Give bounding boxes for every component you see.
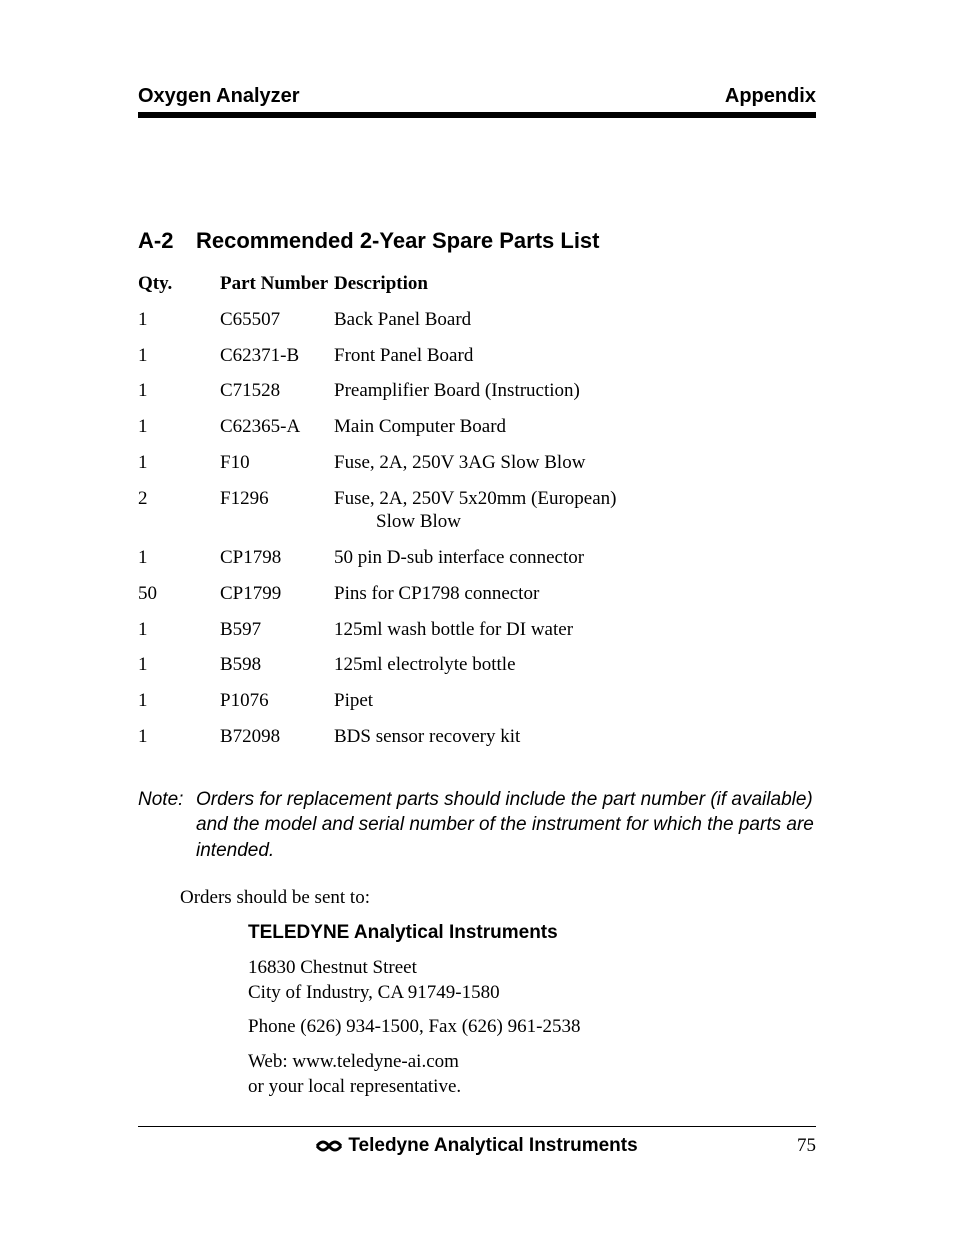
address-phonefax: Phone (626) 934-1500, Fax (626) 961-2538 xyxy=(248,1015,816,1040)
cell-pn: C62371-B xyxy=(220,344,334,368)
cell-qty: 1 xyxy=(138,618,220,642)
cell-desc: Main Computer Board xyxy=(334,415,816,439)
cell-qty: 1 xyxy=(138,546,220,570)
note-block: Note: Orders for replacement parts shoul… xyxy=(138,787,816,864)
cell-qty: 1 xyxy=(138,344,220,368)
col-header-qty: Qty. xyxy=(138,272,220,296)
table-row: 1 C62365-A Main Computer Board xyxy=(138,415,816,439)
cell-pn: F1296 xyxy=(220,487,334,535)
address-web: Web: www.teledyne-ai.com xyxy=(248,1050,816,1075)
address-lines: 16830 Chestnut Street City of Industry, … xyxy=(248,956,816,1005)
table-row: 1 B598 125ml electrolyte bottle xyxy=(138,653,816,677)
page-number: 75 xyxy=(797,1135,816,1157)
cell-qty: 1 xyxy=(138,653,220,677)
table-row: 1 C62371-B Front Panel Board xyxy=(138,344,816,368)
cell-desc: Preamplifier Board (Instruction) xyxy=(334,379,816,403)
address-citystate: City of Industry, CA 91749-1580 xyxy=(248,981,816,1006)
orders-intro: Orders should be sent to: xyxy=(138,887,816,909)
table-row: 1 B597 125ml wash bottle for DI water xyxy=(138,618,816,642)
cell-desc: Back Panel Board xyxy=(334,308,816,332)
address-rep: or your local representative. xyxy=(248,1075,816,1100)
cell-qty: 1 xyxy=(138,725,220,749)
cell-qty: 1 xyxy=(138,308,220,332)
cell-desc: Fuse, 2A, 250V 5x20mm (European) Slow Bl… xyxy=(334,487,816,535)
cell-pn: C71528 xyxy=(220,379,334,403)
cell-qty: 50 xyxy=(138,582,220,606)
cell-desc: 125ml wash bottle for DI water xyxy=(334,618,816,642)
table-header-row: Qty. Part Number Description xyxy=(138,272,816,296)
table-row: 1 C71528 Preamplifier Board (Instruction… xyxy=(138,379,816,403)
header-right: Appendix xyxy=(725,85,816,108)
header-rule xyxy=(138,112,816,118)
section-number: A-2 xyxy=(138,228,196,254)
cell-desc: 50 pin D-sub interface connector xyxy=(334,546,816,570)
cell-pn: C62365-A xyxy=(220,415,334,439)
header-left: Oxygen Analyzer xyxy=(138,85,300,108)
cell-pn: F10 xyxy=(220,451,334,475)
cell-desc: 125ml electrolyte bottle xyxy=(334,653,816,677)
cell-pn: P1076 xyxy=(220,689,334,713)
cell-pn: C65507 xyxy=(220,308,334,332)
table-row: 1 B72098 BDS sensor recovery kit xyxy=(138,725,816,749)
cell-desc-line1: Fuse, 2A, 250V 5x20mm (European) xyxy=(334,488,617,509)
cell-pn: CP1799 xyxy=(220,582,334,606)
address-street: 16830 Chestnut Street xyxy=(248,956,816,981)
section-title: Recommended 2-Year Spare Parts List xyxy=(196,228,600,253)
section-heading: A-2Recommended 2-Year Spare Parts List xyxy=(138,228,816,254)
cell-desc: Pins for CP1798 connector xyxy=(334,582,816,606)
table-row: 1 P1076 Pipet xyxy=(138,689,816,713)
cell-pn: CP1798 xyxy=(220,546,334,570)
address-block: TELEDYNE Analytical Instruments 16830 Ch… xyxy=(138,921,816,1099)
cell-pn: B597 xyxy=(220,618,334,642)
cell-qty: 2 xyxy=(138,487,220,535)
table-row: 50 CP1799 Pins for CP1798 connector xyxy=(138,582,816,606)
teledyne-logo-icon xyxy=(316,1137,342,1155)
footer-center-text: Teledyne Analytical Instruments xyxy=(348,1135,637,1157)
page-footer: Teledyne Analytical Instruments 75 xyxy=(138,1126,816,1157)
cell-pn: B598 xyxy=(220,653,334,677)
cell-desc: Pipet xyxy=(334,689,816,713)
parts-table: Qty. Part Number Description 1 C65507 Ba… xyxy=(138,272,816,749)
note-text: Orders for replacement parts should incl… xyxy=(196,787,816,864)
cell-desc-line2: Slow Blow xyxy=(334,510,816,534)
cell-qty: 1 xyxy=(138,415,220,439)
table-row: 1 F10 Fuse, 2A, 250V 3AG Slow Blow xyxy=(138,451,816,475)
page-header: Oxygen Analyzer Appendix xyxy=(138,85,816,108)
cell-pn: B72098 xyxy=(220,725,334,749)
note-label: Note: xyxy=(138,787,196,864)
footer-center: Teledyne Analytical Instruments xyxy=(316,1135,637,1157)
footer-rule xyxy=(138,1126,816,1127)
cell-desc: Front Panel Board xyxy=(334,344,816,368)
cell-qty: 1 xyxy=(138,379,220,403)
cell-qty: 1 xyxy=(138,689,220,713)
table-row: 1 C65507 Back Panel Board xyxy=(138,308,816,332)
address-company: TELEDYNE Analytical Instruments xyxy=(248,921,816,946)
table-row: 2 F1296 Fuse, 2A, 250V 5x20mm (European)… xyxy=(138,487,816,535)
col-header-pn: Part Number xyxy=(220,272,334,296)
table-row: 1 CP1798 50 pin D-sub interface connecto… xyxy=(138,546,816,570)
col-header-desc: Description xyxy=(334,272,816,296)
cell-desc: BDS sensor recovery kit xyxy=(334,725,816,749)
cell-desc: Fuse, 2A, 250V 3AG Slow Blow xyxy=(334,451,816,475)
cell-qty: 1 xyxy=(138,451,220,475)
